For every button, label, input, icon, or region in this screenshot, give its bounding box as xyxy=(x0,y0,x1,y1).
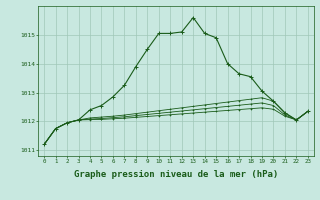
X-axis label: Graphe pression niveau de la mer (hPa): Graphe pression niveau de la mer (hPa) xyxy=(74,170,278,179)
